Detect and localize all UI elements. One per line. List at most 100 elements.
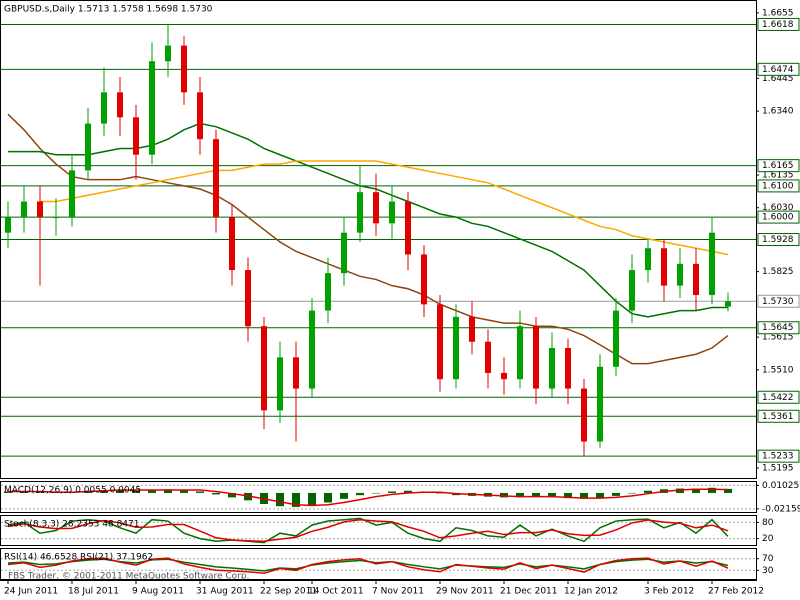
panel-title: RSI(14) 46.6528 RSI(21) 37.1962 [4,553,153,563]
y-tick-label: 1.6135 [762,171,794,181]
macd-bar [596,492,604,499]
macd-bar [516,492,524,498]
level-label: 1.5645 [762,323,794,333]
macd-bar [116,490,124,493]
candle-body [277,357,283,411]
macd-bar [228,492,236,498]
y-tick-label: 1.5195 [762,464,794,474]
candle-body [213,139,219,218]
y-tick-label: 0.01025 [762,481,799,491]
x-tick-label: 7 Nov 2011 [372,587,424,597]
level-label: 1.5361 [762,412,794,422]
candle-body [197,92,203,140]
x-tick-label: 21 Dec 2011 [500,587,558,597]
candle-body [229,217,235,271]
candle-body [501,372,507,380]
macd-bar [692,488,700,493]
y-tick-label: 80 [762,518,774,528]
candle-body [389,201,395,224]
x-tick-label: 18 Jul 2011 [68,587,119,597]
moving-average [7,113,729,365]
x-tick-label: 27 Feb 2012 [708,587,764,597]
candle-body [341,232,347,274]
y-tick-label: -0.02159 [762,504,800,514]
moving-average [40,160,729,256]
candle-body [693,263,699,296]
candle-body [581,388,587,442]
level-label: 1.6100 [762,181,794,191]
y-tick-label: 1.5615 [762,333,794,343]
macd-bar [132,490,140,493]
candle-body [101,92,107,124]
candle-body [69,170,75,218]
level-label-box [757,62,800,76]
macd-bar [324,492,332,503]
candle-body [357,192,363,233]
rsi-frame [0,548,757,580]
macd-bar [276,492,284,507]
candle-body [709,232,715,296]
macd-bar [388,491,396,493]
y-tick-label: 30 [762,566,774,576]
y-tick-label: 1.6445 [762,74,794,84]
candle-body [421,254,427,305]
candle-body [133,117,139,155]
candle-body [485,341,491,373]
x-tick-label: 24 Jun 2011 [4,587,58,597]
candle-body [677,263,683,286]
candle-body [37,201,43,218]
macd-bar [340,492,348,499]
stoch-frame [0,515,757,546]
candle-body [453,316,459,380]
x-tick-label: 12 Jan 2012 [564,587,618,597]
macd-bar [708,487,716,493]
watermark: FBS Trader, © 2001-2011 MetaQuotes Softw… [8,572,249,582]
moving-average [8,122,728,318]
candle-body [245,270,251,327]
candle-body [181,45,187,93]
candle-body [549,348,555,389]
indicator-line [7,557,729,574]
macd-bar [436,492,444,494]
candle-body [645,248,651,271]
candle-body [661,248,667,286]
level-label: 1.6000 [762,213,794,223]
y-tick-label: 1.6340 [762,107,794,117]
current-price-box [757,294,800,308]
macd-bar [36,492,44,493]
macd-bar [548,492,556,498]
macd-bar [612,492,620,496]
y-tick-label: 1.6655 [762,8,794,18]
x-tick-label: 14 Oct 2011 [308,587,364,597]
candle-body [725,301,731,307]
y-tick-label: 1.5825 [762,267,794,277]
macd-bar [580,492,588,499]
macd-bar [180,490,188,493]
macd-bar [644,490,652,493]
panel-title: MACD(12,26,9) 0.0055 0.0045 [4,486,141,496]
macd-bar [532,492,540,497]
macd-bar [148,490,156,493]
candle-body [517,326,523,380]
level-label-box [757,390,800,404]
x-tick-label: 3 Feb 2012 [644,587,694,597]
candle-body [437,304,443,380]
macd-bar [212,492,220,495]
level-label: 1.6474 [762,65,794,75]
indicator-line [7,517,729,544]
x-tick-label: 31 Aug 2011 [196,587,254,597]
macd-bar [196,491,204,493]
x-tick-label: 22 Sep 2011 [260,587,317,597]
indicator-line [7,518,729,543]
candle-body [117,92,123,118]
candle-body [53,217,59,219]
macd-bar [404,490,412,493]
candle-body [325,273,331,311]
candle-body [309,310,315,389]
macd-bar [164,489,172,493]
level-label: 1.5233 [762,452,794,462]
panel-title: GBPUSD.s,Daily 1.5713 1.5758 1.5698 1.57… [4,5,213,15]
macd-bar [308,492,316,506]
level-label-box [757,159,800,173]
